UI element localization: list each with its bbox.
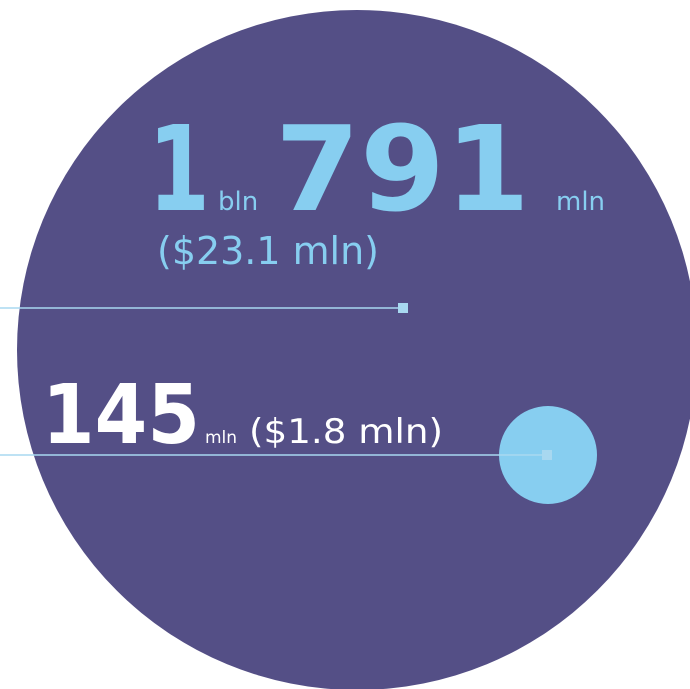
leader-marker (398, 303, 408, 313)
small-amount: ($1.8 mln) (249, 412, 443, 452)
large-number: 1 (148, 100, 210, 238)
large-amount: ($23.1 mln) (157, 229, 379, 273)
large-number: 791 (275, 100, 530, 238)
large-circle (17, 10, 690, 689)
small-unit: mln (205, 428, 237, 448)
small-number: 145 (42, 368, 200, 463)
large-unit: mln (556, 187, 605, 217)
large-unit: bln (218, 187, 258, 217)
leader-marker (542, 450, 552, 460)
